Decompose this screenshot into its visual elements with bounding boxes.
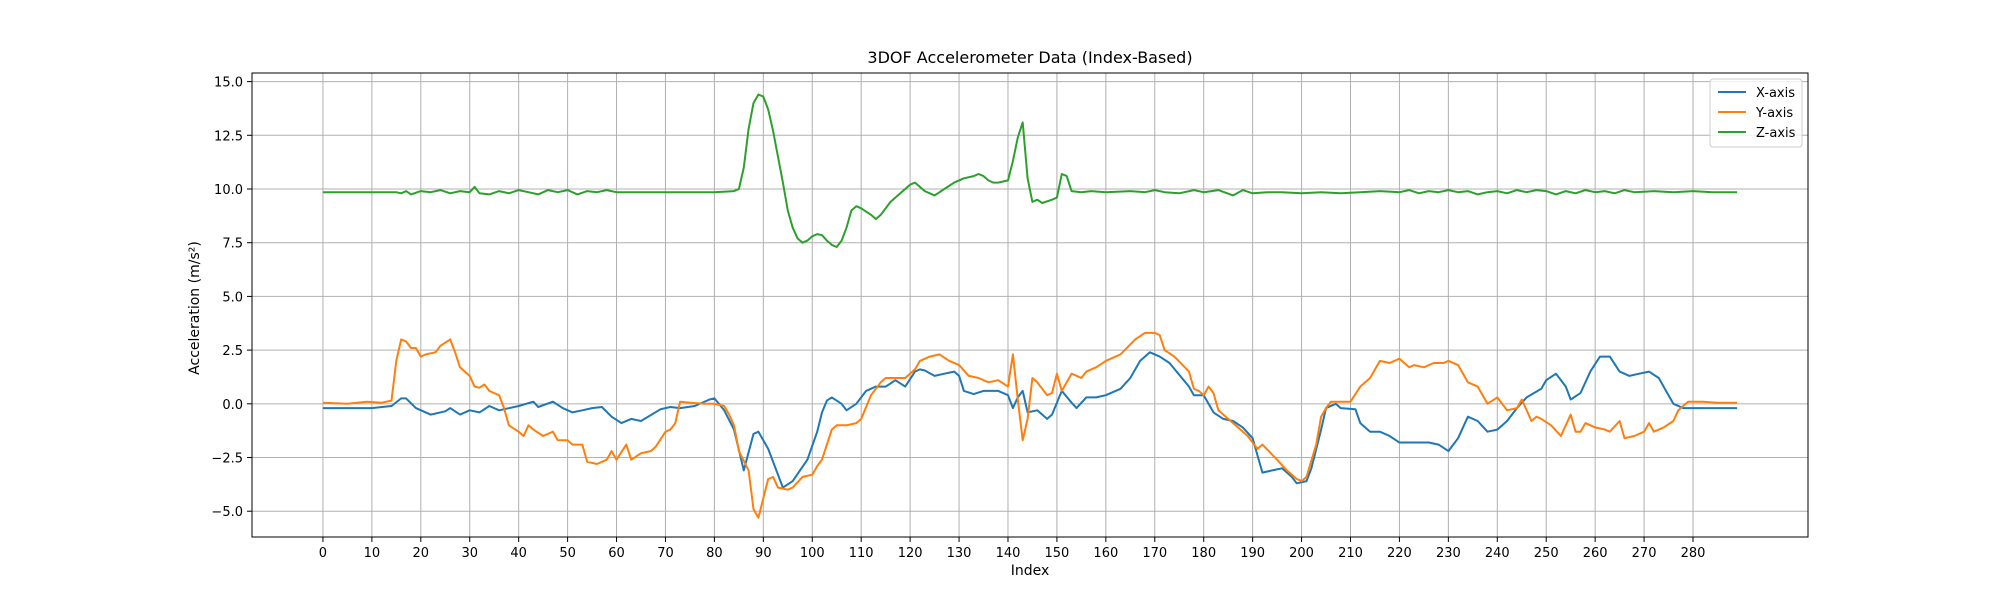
x-tick-label: 270 <box>1632 546 1657 561</box>
x-tick-label: 30 <box>461 546 478 561</box>
y-tick-label: 10.0 <box>214 183 243 198</box>
x-tick-label: 210 <box>1338 546 1363 561</box>
legend-label-z-axis: Z-axis <box>1756 126 1796 141</box>
series-line-y-axis <box>322 331 1738 519</box>
x-tick-label: 80 <box>706 546 723 561</box>
x-tick-label: 60 <box>608 546 625 561</box>
legend-box <box>1709 78 1803 148</box>
x-tick-label: 160 <box>1093 546 1118 561</box>
x-tick-label: 110 <box>849 546 874 561</box>
y-axis-ticks: −5.0 −2.5 0.0 2.5 5.0 7.5 10.0 12.5 15.0 <box>211 76 252 520</box>
y-tick-label: 12.5 <box>214 129 243 144</box>
series-lines <box>322 93 1738 519</box>
x-tick-label: 120 <box>898 546 923 561</box>
x-tick-label: 230 <box>1436 546 1461 561</box>
y-axis-label: Acceleration (m/s²) <box>187 241 203 375</box>
x-tick-label: 260 <box>1583 546 1608 561</box>
y-tick-label: 2.5 <box>222 344 243 359</box>
x-tick-label: 0 <box>319 546 327 561</box>
grid-lines <box>252 73 1808 537</box>
x-tick-label: 240 <box>1485 546 1510 561</box>
y-tick-label: 0.0 <box>222 398 243 413</box>
x-tick-label: 150 <box>1044 546 1069 561</box>
x-tick-label: 190 <box>1240 546 1265 561</box>
y-tick-label: 15.0 <box>214 76 243 91</box>
legend: X-axis Y-axis Z-axis <box>1709 78 1803 148</box>
x-tick-label: 40 <box>510 546 527 561</box>
plot-frame <box>251 72 1809 538</box>
x-tick-label: 280 <box>1681 546 1706 561</box>
legend-label-x-axis: X-axis <box>1756 86 1795 101</box>
y-tick-label: −2.5 <box>211 452 243 467</box>
x-tick-label: 50 <box>559 546 576 561</box>
series-line-x-axis <box>322 351 1738 489</box>
y-tick-label: −5.0 <box>211 505 243 520</box>
legend-label-y-axis: Y-axis <box>1755 106 1793 121</box>
y-tick-label: 7.5 <box>222 237 243 252</box>
x-tick-label: 70 <box>657 546 674 561</box>
x-tick-label: 180 <box>1191 546 1216 561</box>
chart-title: 3DOF Accelerometer Data (Index-Based) <box>867 48 1192 67</box>
x-axis-label: Index <box>1011 563 1050 579</box>
series-line-z-axis <box>322 93 1738 248</box>
x-tick-label: 20 <box>413 546 430 561</box>
x-tick-label: 170 <box>1142 546 1167 561</box>
x-tick-label: 140 <box>996 546 1021 561</box>
y-tick-label: 5.0 <box>222 290 243 305</box>
x-tick-label: 130 <box>947 546 972 561</box>
x-tick-label: 220 <box>1387 546 1412 561</box>
x-axis-ticks: 0 10 20 30 40 50 60 70 80 90 100 110 120 130 140 150 160… <box>319 537 1706 561</box>
x-tick-label: 250 <box>1534 546 1559 561</box>
x-tick-label: 10 <box>364 546 381 561</box>
x-tick-label: 200 <box>1289 546 1314 561</box>
x-tick-label: 100 <box>800 546 825 561</box>
x-tick-label: 90 <box>755 546 772 561</box>
